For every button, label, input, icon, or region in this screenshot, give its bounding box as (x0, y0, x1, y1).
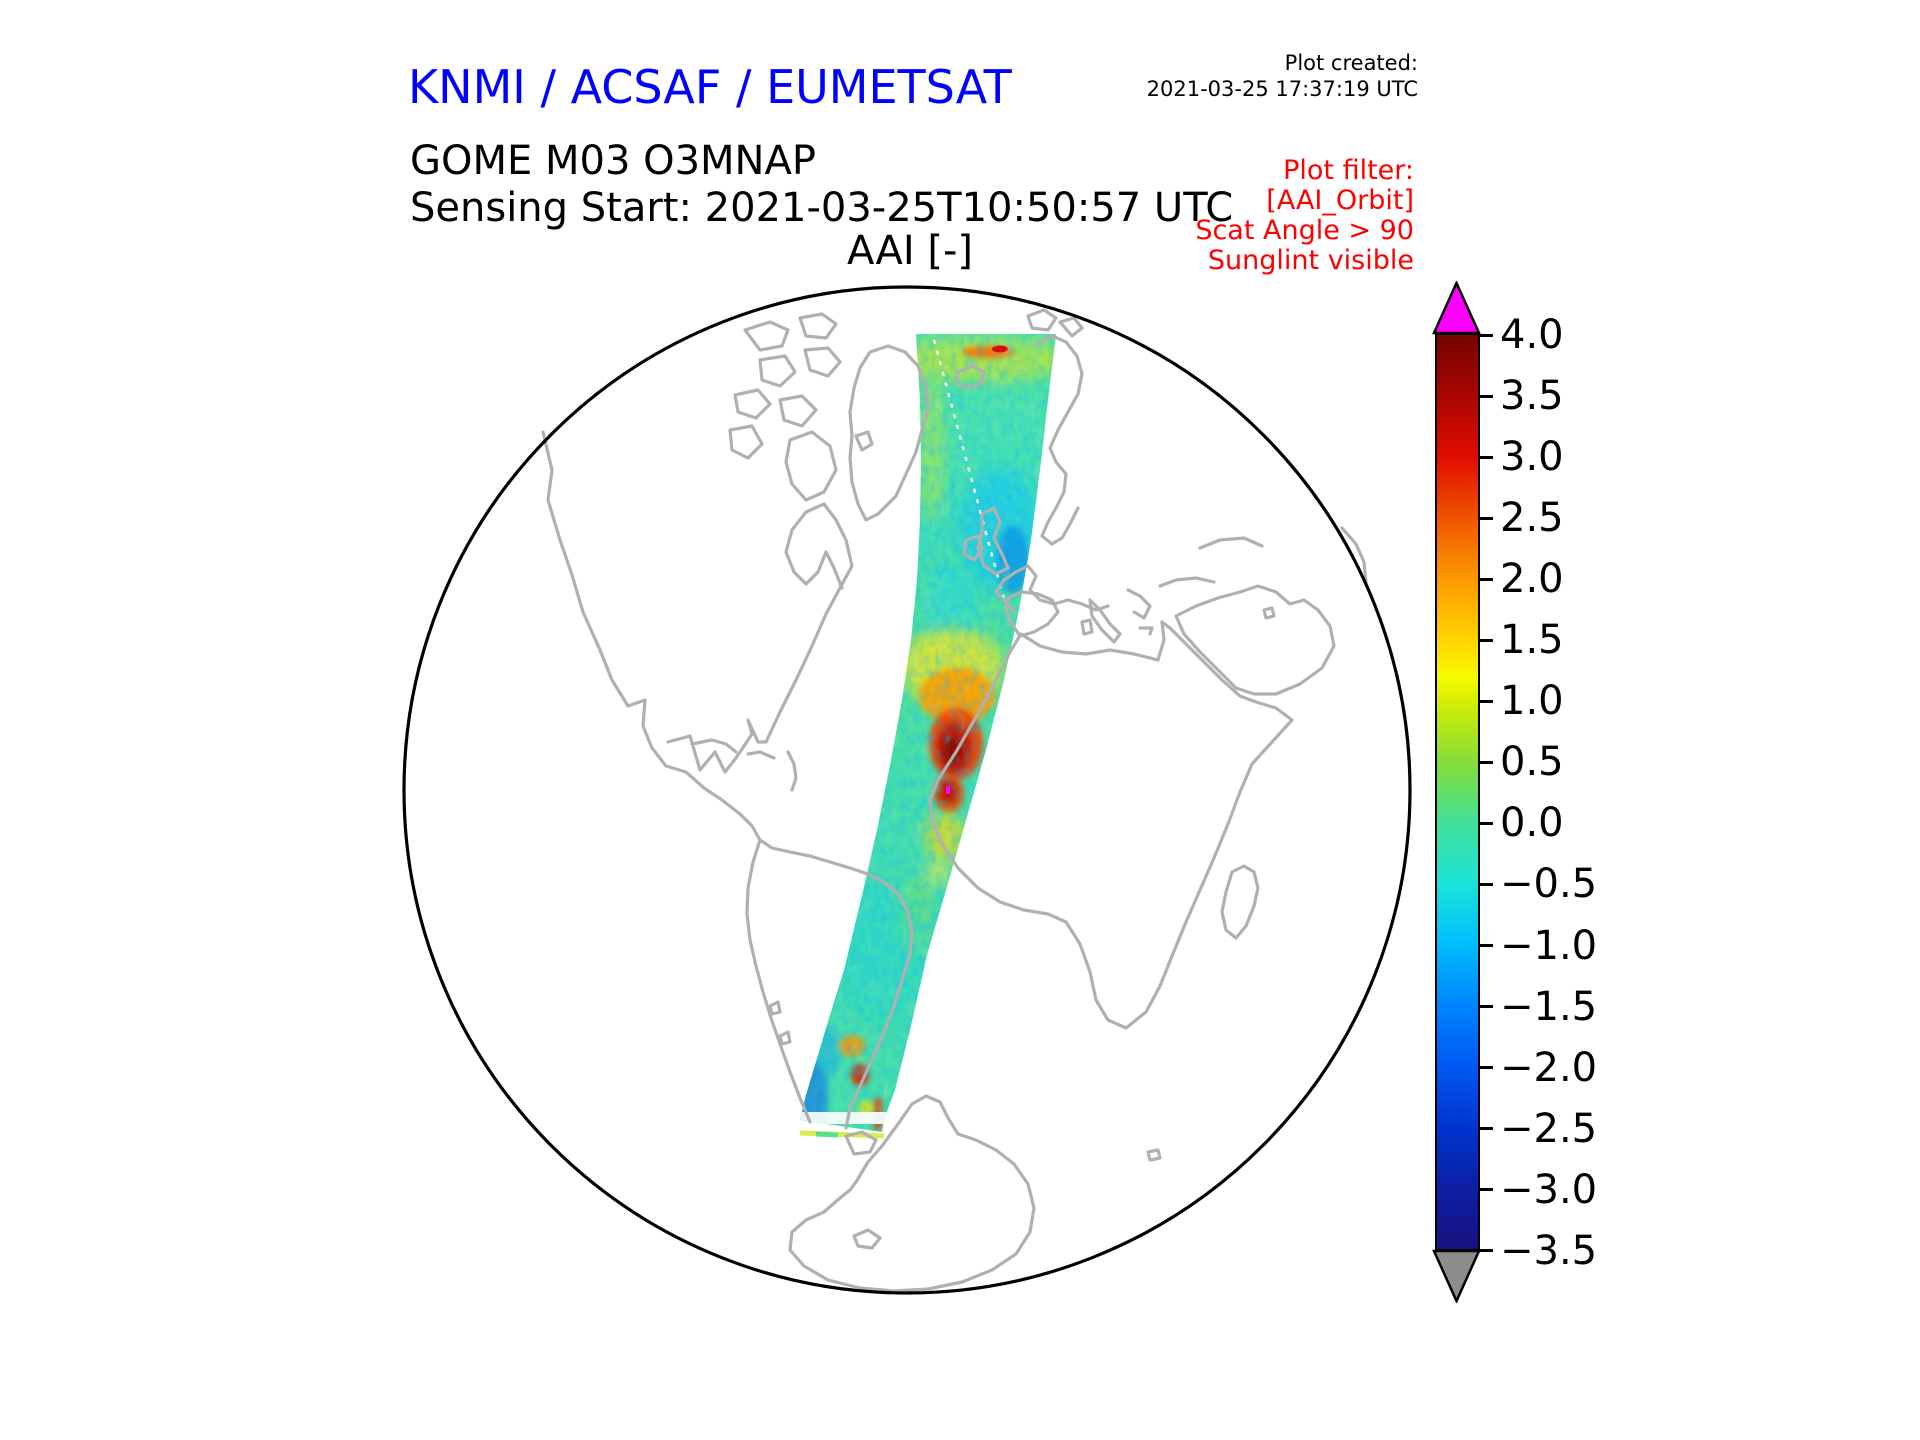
filter-note-line: Plot filter: (1283, 155, 1414, 186)
colorbar-over-arrow (1432, 281, 1481, 335)
colorbar-tick-label: 1.5 (1500, 617, 1564, 664)
colorbar-tick (1480, 1127, 1493, 1131)
colorbar-tick-label: 1.0 (1500, 678, 1564, 725)
sensing-start: Sensing Start: 2021-03-25T10:50:57 UTC (410, 185, 1234, 231)
colorbar-tick (1480, 699, 1493, 703)
colorbar-tick (1480, 333, 1493, 337)
colorbar-tick-label: 0.5 (1500, 739, 1564, 786)
plot-created-label: Plot created: (1284, 51, 1418, 75)
colorbar-under-arrow (1432, 1249, 1481, 1303)
colorbar-tick (1480, 760, 1493, 764)
colorbar-tick-label: −3.5 (1500, 1227, 1598, 1274)
plot-created: Plot created: 2021-03-25 17:37:19 UTC (1147, 50, 1418, 102)
over-arrow-shape (1432, 281, 1481, 335)
colorbar-tick (1480, 1066, 1493, 1070)
colorbar-tick (1480, 1188, 1493, 1192)
colorbar-tick (1480, 944, 1493, 947)
globe-outline (402, 285, 1412, 1295)
colorbar-tick (1480, 394, 1493, 398)
colorbar-tick (1480, 1249, 1493, 1253)
colorbar-tick (1480, 516, 1493, 520)
colorbar-tick-label: −2.0 (1500, 1044, 1598, 1091)
colorbar-tick-label: −1.5 (1500, 983, 1598, 1030)
colorbar-tick-label: 4.0 (1500, 312, 1564, 358)
colorbar-tick-label: 2.0 (1500, 556, 1564, 603)
product-name: GOME M03 O3MNAP (410, 138, 816, 184)
product-block: GOME M03 O3MNAP Sensing Start: 2021-03-2… (410, 138, 1233, 232)
brand-title: KNMI / ACSAF / EUMETSAT (408, 60, 1012, 114)
coastlines (541, 308, 1368, 1293)
plot-created-value: 2021-03-25 17:37:19 UTC (1146, 77, 1418, 101)
colorbar-tick (1480, 1005, 1493, 1009)
filter-note: Plot filter: [AAI_Orbit] Scat Angle > 90… (1195, 156, 1414, 276)
filter-note-line: [AAI_Orbit] (1266, 185, 1414, 216)
colorbar-tick (1480, 577, 1493, 581)
colorbar-tick (1480, 455, 1493, 459)
colorbar-tick (1480, 882, 1493, 886)
colorbar-gradient (1435, 333, 1480, 1251)
colorbar-tick-label: 3.5 (1500, 373, 1564, 420)
filter-note-line: Sunglint visible (1207, 245, 1414, 276)
colorbar-tick-label: −0.5 (1500, 861, 1598, 908)
colorbar-tick (1480, 821, 1493, 825)
colorbar-tick (1480, 638, 1493, 642)
map-title: AAI [-] (847, 228, 973, 274)
colorbar-tick-label: −1.0 (1500, 922, 1598, 969)
colorbar-tick-label: −3.0 (1500, 1166, 1598, 1213)
colorbar-tick-label: −2.5 (1500, 1105, 1598, 1152)
under-arrow-shape (1432, 1249, 1481, 1303)
aai-swath (800, 334, 1056, 1132)
colorbar-tick-label: 3.0 (1500, 434, 1564, 481)
filter-note-line: Scat Angle > 90 (1195, 215, 1414, 246)
colorbar-tick-label: 0.0 (1500, 800, 1564, 847)
colorbar-tick-label: 2.5 (1500, 495, 1564, 542)
